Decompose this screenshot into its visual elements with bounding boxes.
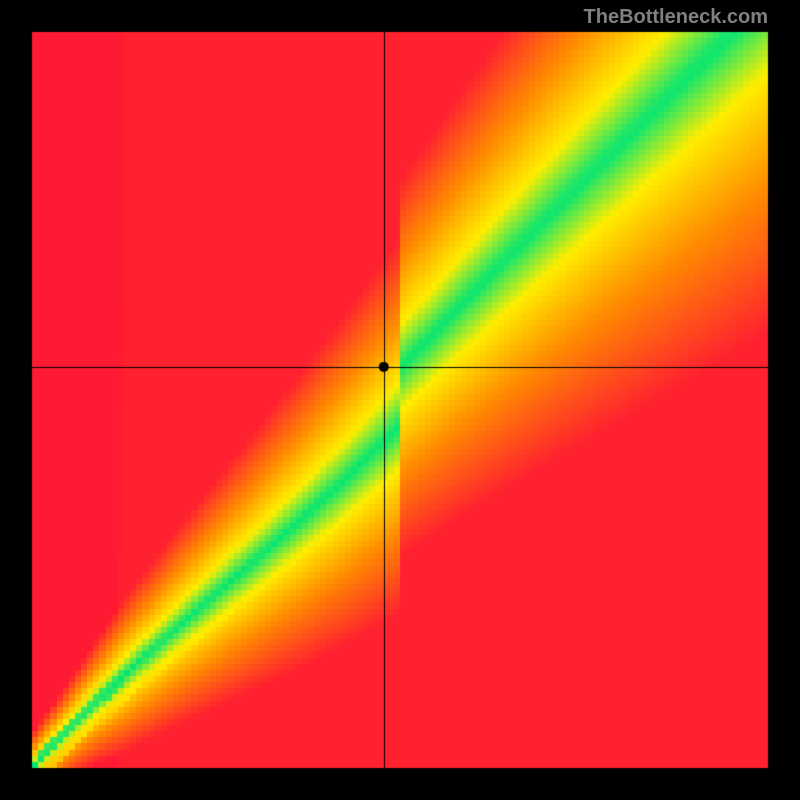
watermark-source: TheBottleneck.com	[584, 6, 768, 29]
heatmap-canvas	[0, 0, 800, 800]
chart-container: TheBottleneck.com	[0, 0, 800, 800]
